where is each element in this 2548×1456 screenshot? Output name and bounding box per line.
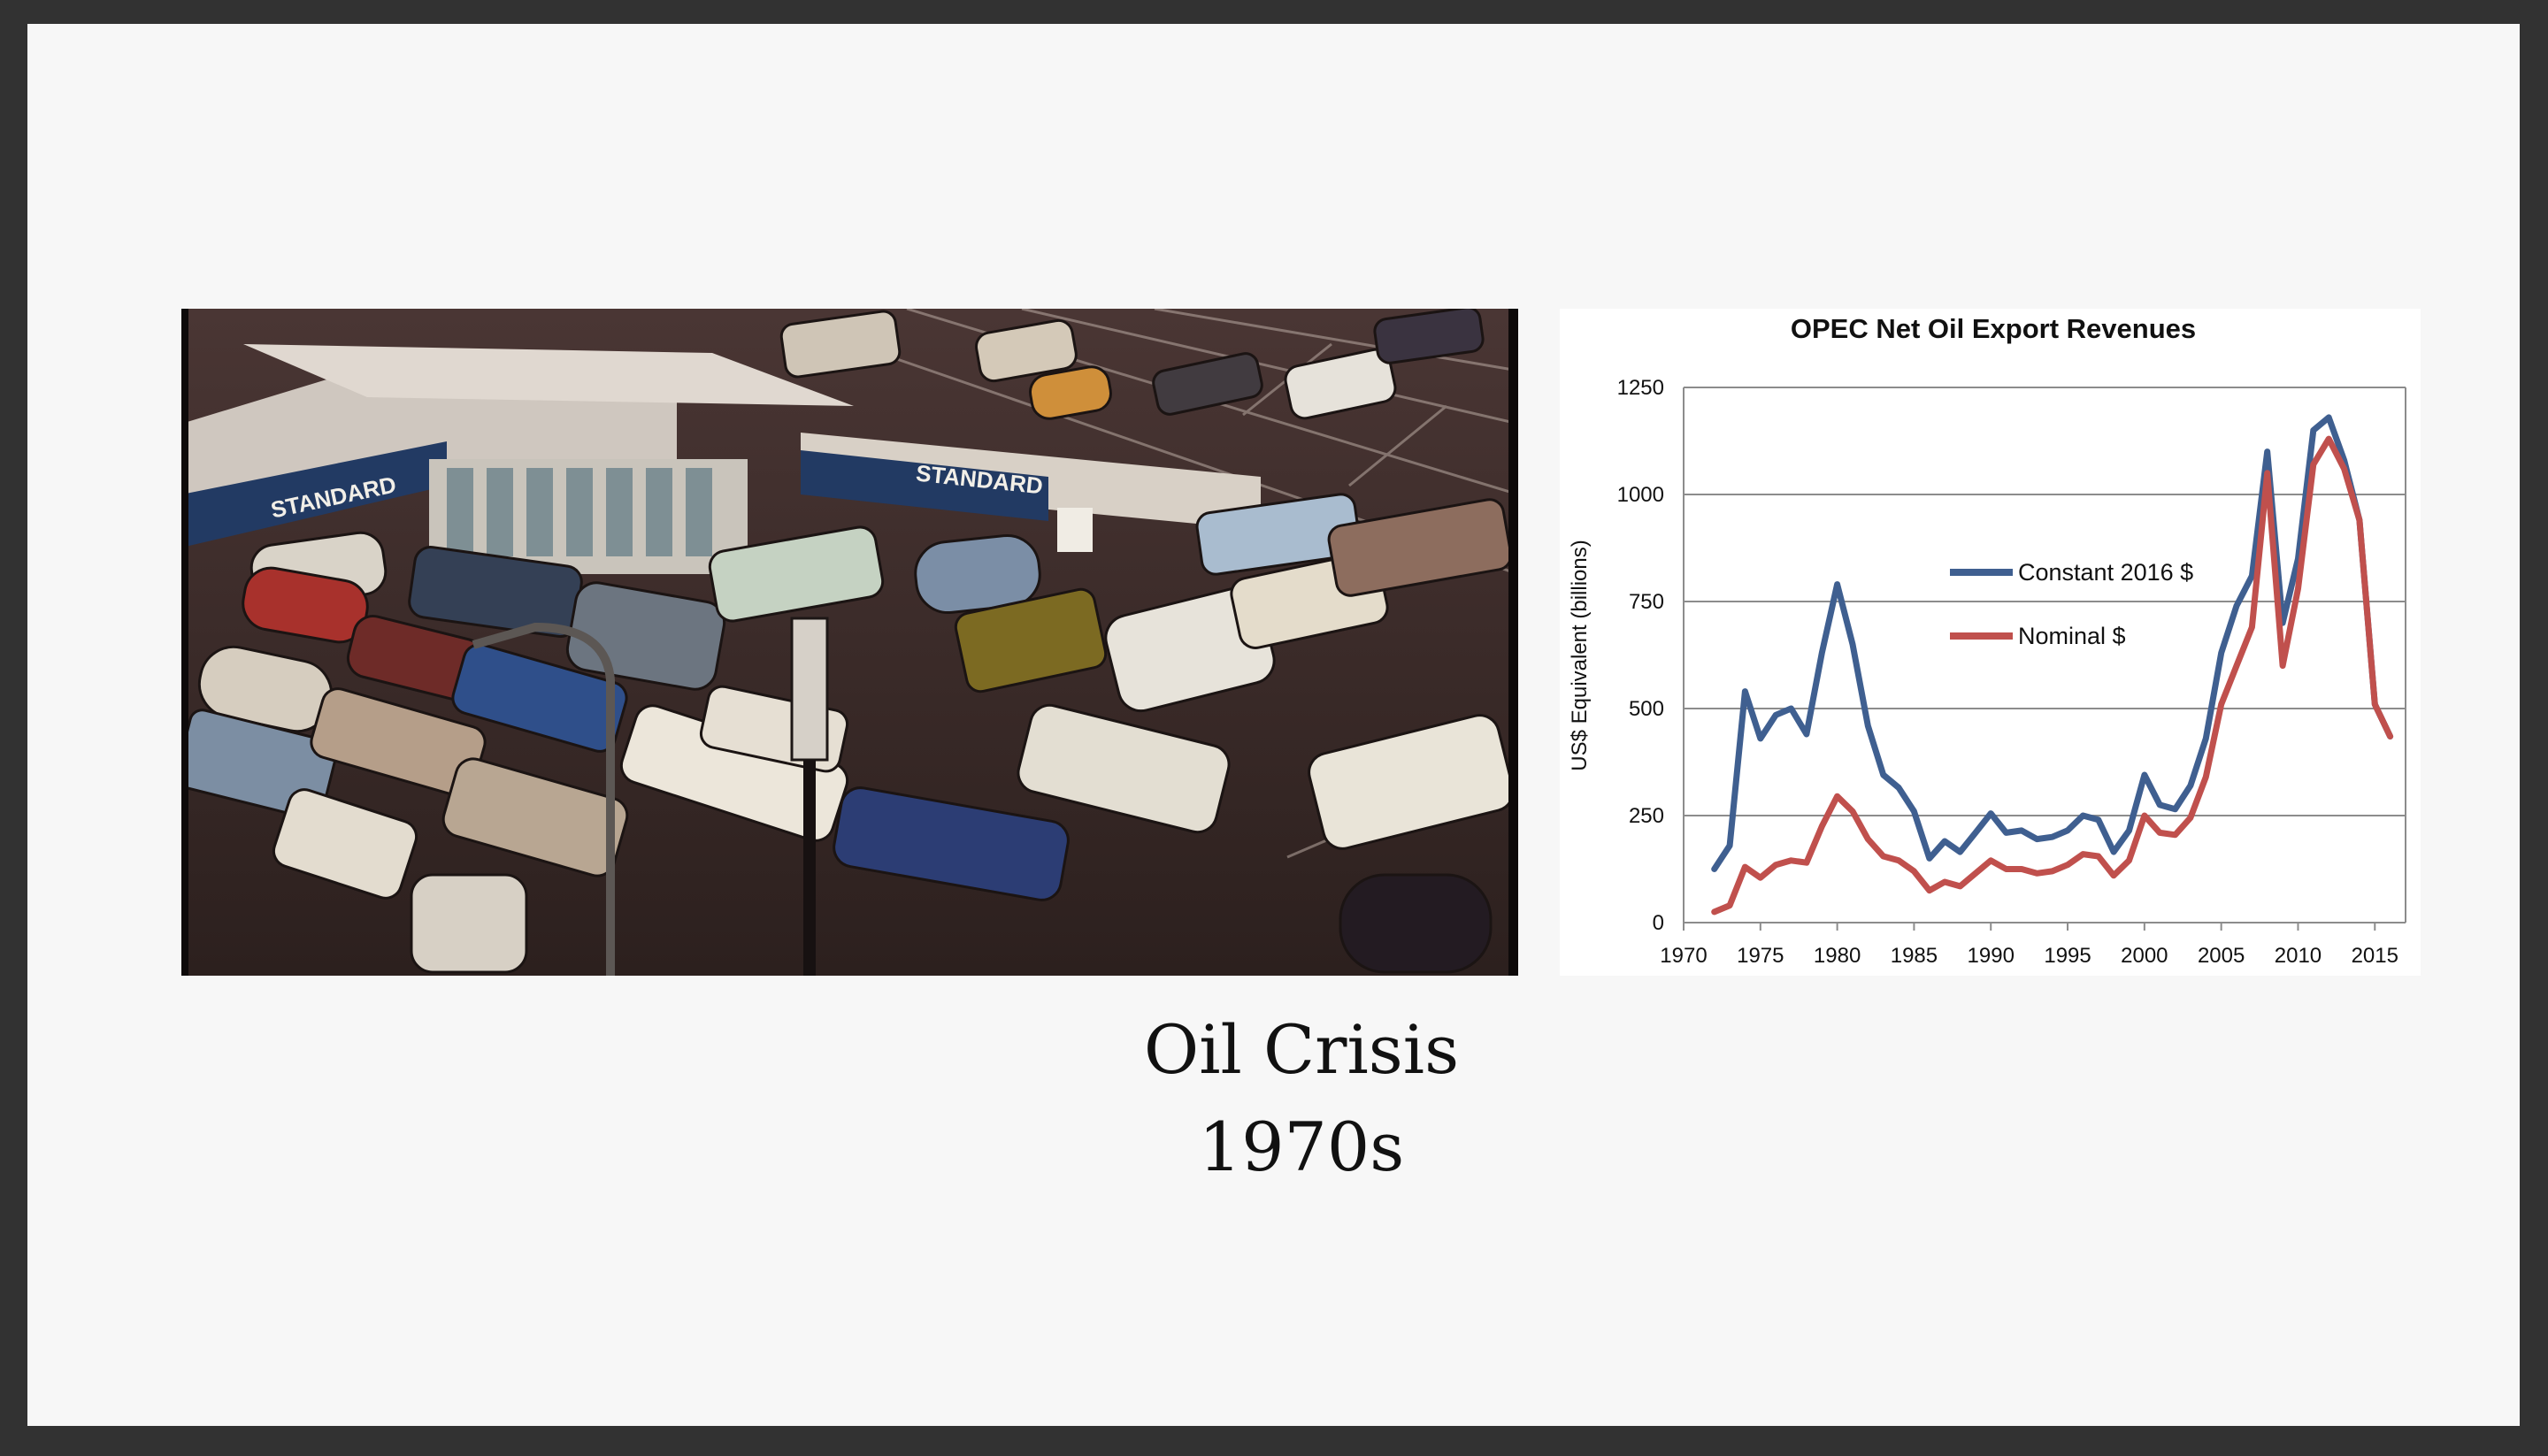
legend-label: Constant 2016 $ [2018, 559, 2193, 586]
legend-label: Nominal $ [2018, 623, 2126, 649]
x-tick-label: 2015 [2352, 944, 2398, 968]
slide-caption-decade: 1970s [1198, 1107, 1405, 1186]
x-tick-label: 2010 [2275, 944, 2322, 968]
x-tick-label: 1995 [2044, 944, 2091, 968]
y-tick-label: 1000 [1617, 483, 1664, 507]
slide: STANDARD STANDARD OPEC Net Oil Export Re… [27, 24, 2520, 1426]
photo-illustration [181, 309, 1518, 976]
chart-title: OPEC Net Oil Export Revenues [1791, 313, 2196, 344]
y-tick-label: 250 [1629, 804, 1664, 828]
y-tick-label: 750 [1629, 590, 1664, 614]
chart-canvas: OPEC Net Oil Export Revenues US$ Equival… [1568, 313, 2406, 968]
y-axis-label: US$ Equivalent (billions) [1568, 540, 1592, 770]
x-tick-label: 1980 [1814, 944, 1861, 968]
x-tick-label: 1975 [1737, 944, 1784, 968]
x-tick-label: 2005 [2198, 944, 2245, 968]
y-tick-label: 1250 [1617, 376, 1664, 400]
opec-revenue-chart: OPEC Net Oil Export Revenues US$ Equival… [1560, 309, 2421, 976]
legend: Constant 2016 $ Nominal $ [1950, 559, 2193, 649]
gas-station-queue-photo: STANDARD STANDARD [181, 309, 1518, 976]
x-tick-label: 1990 [1968, 944, 2015, 968]
x-tick-label: 1970 [1660, 944, 1707, 968]
y-tick-label: 500 [1629, 697, 1664, 721]
x-tick-label: 2000 [2121, 944, 2168, 968]
slide-caption-title: Oil Crisis [1143, 1010, 1460, 1089]
y-tick-label: 0 [1653, 911, 1664, 935]
axis-ticks: 0 250 500 750 1000 1250 1970 1975 1980 1985 1990 19… [1617, 376, 2398, 968]
gridlines [1683, 387, 2406, 923]
series-lines [1711, 414, 2394, 916]
x-tick-label: 1985 [1891, 944, 1938, 968]
